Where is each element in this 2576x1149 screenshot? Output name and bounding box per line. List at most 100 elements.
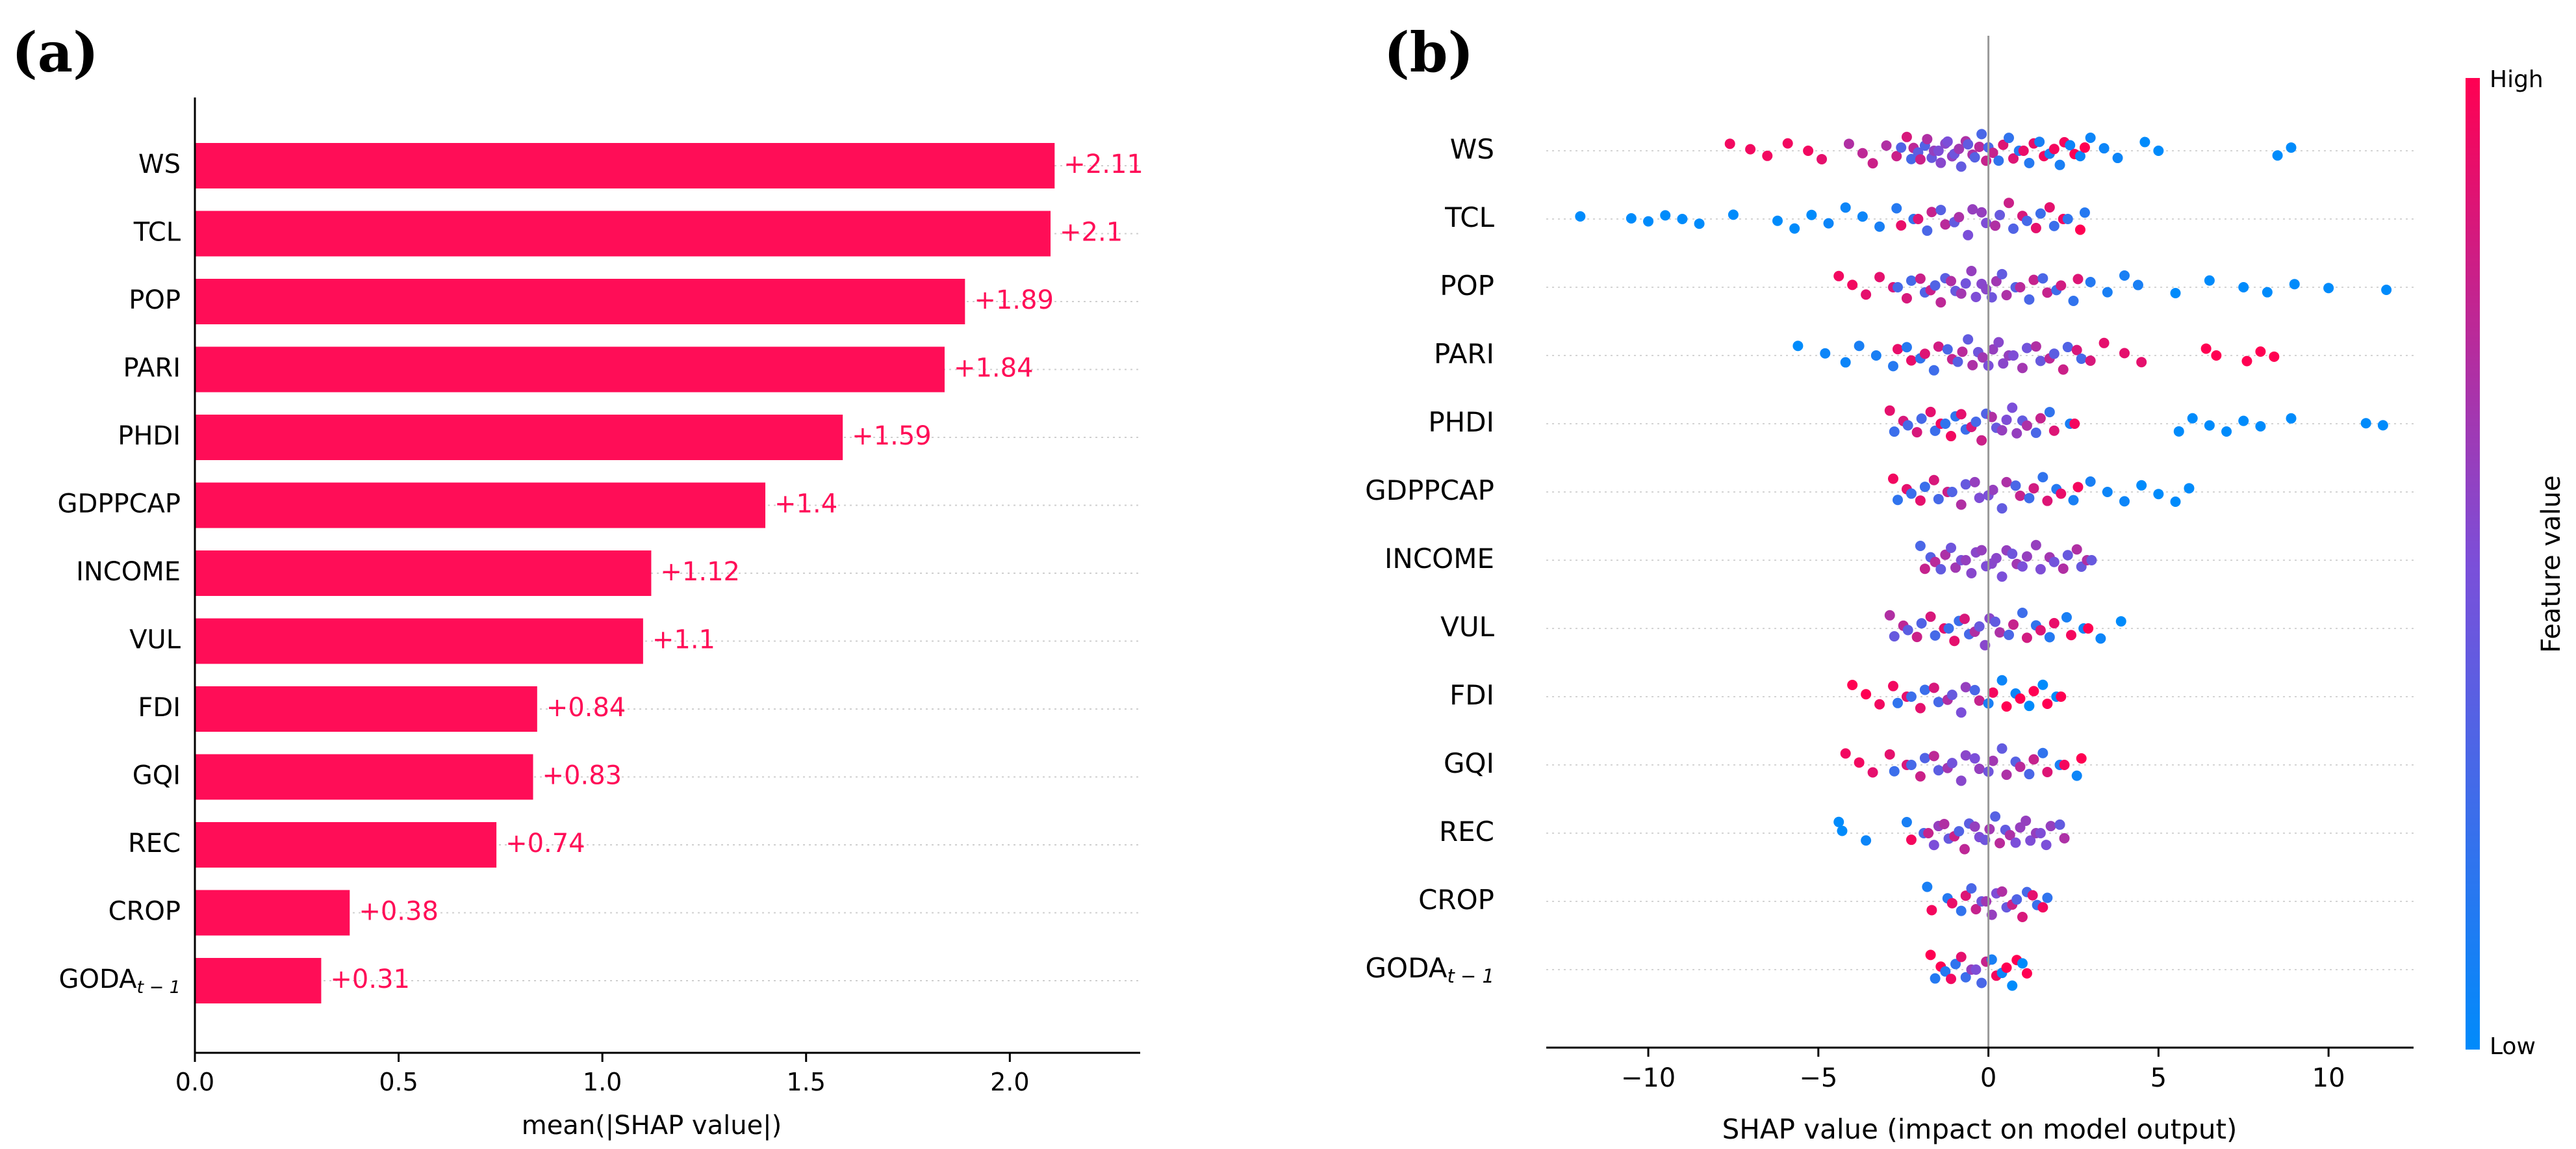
point-rec bbox=[1861, 835, 1872, 846]
panel-b-xtick-label: −10 bbox=[1621, 1063, 1676, 1093]
panel-b-ytick-pop-text: POP bbox=[1440, 270, 1494, 302]
point-rec bbox=[2054, 819, 2065, 830]
point-goda bbox=[1960, 972, 1971, 983]
point-goda bbox=[1940, 966, 1951, 977]
bar-pari bbox=[195, 346, 945, 393]
point-crop bbox=[2027, 890, 2038, 901]
panel-a-value-labels: +2.11 +2.1 +1.89 +1.84 +1.59 +1.4 +1.12 +1.1 +0.… bbox=[330, 149, 1143, 994]
point-pari bbox=[1893, 344, 1903, 355]
point-pari bbox=[1888, 361, 1898, 372]
panel-a-ytick-ws-text: WS bbox=[138, 149, 181, 179]
point-crop bbox=[1970, 904, 1982, 914]
colorbar bbox=[2466, 78, 2480, 1050]
point-ws bbox=[1881, 140, 1892, 151]
point-rec bbox=[1990, 811, 2001, 822]
panel-a-xtick-label: 2.0 bbox=[990, 1068, 1029, 1096]
point-tcl bbox=[1575, 211, 1586, 222]
point-pop bbox=[2204, 275, 2215, 286]
point-fdi bbox=[2024, 701, 2035, 712]
point-pari bbox=[2035, 355, 2046, 367]
point-tcl bbox=[1823, 218, 1834, 229]
panel-a-ytick-phdi: PHDI bbox=[118, 421, 181, 451]
value-label-gqi: +0.83 bbox=[542, 761, 622, 791]
panel-a-ytick-pari-text: PARI bbox=[123, 354, 181, 383]
point-income bbox=[1946, 542, 1956, 553]
panel-a-ytick-tcl: TCL bbox=[133, 218, 181, 248]
panel-b-ytick-gdppcap: GDPPCAP bbox=[1365, 474, 1494, 506]
point-gqi bbox=[1956, 775, 1967, 786]
point-pari bbox=[2021, 342, 2032, 354]
panel-a-ytick-fdi-text: FDI bbox=[138, 693, 181, 723]
point-gqi bbox=[1974, 764, 1985, 775]
point-vul bbox=[2008, 619, 2019, 630]
panel-a-ytick-pop-text: POP bbox=[129, 285, 181, 315]
point-ws bbox=[2153, 146, 2164, 156]
point-pari bbox=[1987, 344, 1998, 355]
point-pari bbox=[2241, 355, 2252, 367]
point-pari bbox=[2119, 348, 2130, 359]
point-pop bbox=[2072, 274, 2084, 285]
point-gqi bbox=[1889, 766, 1900, 777]
point-ws bbox=[2098, 143, 2110, 154]
panel-a-xtick-label: 1.0 bbox=[583, 1068, 622, 1096]
panel-a-xtick-label: 0.0 bbox=[175, 1068, 214, 1096]
panel-b-ytick-gqi-text: GQI bbox=[1444, 747, 1494, 779]
point-tcl bbox=[2021, 215, 2032, 226]
point-ws bbox=[2079, 142, 2090, 153]
point-ws bbox=[2008, 153, 2019, 164]
point-tcl bbox=[1626, 213, 1637, 224]
point-crop bbox=[1946, 897, 1958, 909]
point-tcl bbox=[1963, 229, 1974, 240]
point-gdppcap bbox=[2037, 472, 2048, 483]
point-phdi bbox=[2030, 427, 2041, 438]
point-ws bbox=[2034, 136, 2045, 148]
point-income bbox=[1930, 556, 1941, 567]
point-rec bbox=[1906, 834, 1917, 846]
point-rec bbox=[2025, 835, 2036, 846]
bar-pop bbox=[195, 279, 965, 324]
point-pop bbox=[1915, 273, 1926, 284]
point-tcl bbox=[1967, 204, 1978, 215]
point-gdppcap bbox=[2024, 493, 2035, 504]
panel-a-ytick-gdppcap-text: GDPPCAP bbox=[58, 489, 181, 519]
point-phdi bbox=[2286, 413, 2297, 424]
point-fdi bbox=[2028, 686, 2039, 697]
point-gdppcap bbox=[1915, 495, 1926, 506]
panel-a-ytick-rec-text: REC bbox=[128, 829, 181, 859]
point-pop bbox=[1901, 292, 1912, 303]
point-pop bbox=[2001, 290, 2012, 301]
point-pari bbox=[2058, 364, 2069, 375]
point-pari bbox=[1977, 352, 1988, 363]
point-gqi bbox=[1969, 753, 1980, 764]
point-pop bbox=[1991, 276, 2002, 287]
point-pari bbox=[2255, 346, 2266, 357]
point-tcl bbox=[1976, 207, 1987, 218]
point-tcl bbox=[1772, 215, 1783, 226]
point-tcl bbox=[1840, 202, 1851, 213]
point-pop bbox=[2085, 277, 2096, 287]
panel-a-ytick-fdi: FDI bbox=[138, 693, 181, 723]
point-income bbox=[1950, 562, 1961, 573]
point-vul bbox=[2061, 612, 2072, 623]
point-pop bbox=[1966, 266, 1977, 276]
point-ws bbox=[1857, 148, 1868, 159]
point-goda bbox=[2001, 962, 2012, 973]
point-phdi bbox=[1902, 420, 1913, 431]
point-income bbox=[1976, 545, 1987, 556]
point-vul bbox=[1974, 621, 1985, 632]
value-label-pari: +1.84 bbox=[954, 354, 1034, 383]
point-phdi bbox=[1970, 417, 1982, 427]
point-fdi bbox=[1987, 687, 1998, 698]
point-gdppcap bbox=[2184, 483, 2195, 494]
point-income bbox=[1966, 568, 1977, 578]
point-gdppcap bbox=[2010, 480, 2021, 491]
point-pari bbox=[2048, 348, 2060, 359]
point-pari bbox=[1998, 358, 2009, 369]
point-ws bbox=[2054, 159, 2065, 170]
point-pop bbox=[2015, 282, 2026, 292]
point-gdppcap bbox=[1974, 493, 1985, 504]
point-tcl bbox=[1789, 223, 1800, 234]
value-label-crop: +0.38 bbox=[359, 897, 439, 927]
point-crop bbox=[2042, 892, 2053, 903]
panel-b-ytick-gdppcap-text: GDPPCAP bbox=[1365, 474, 1494, 506]
